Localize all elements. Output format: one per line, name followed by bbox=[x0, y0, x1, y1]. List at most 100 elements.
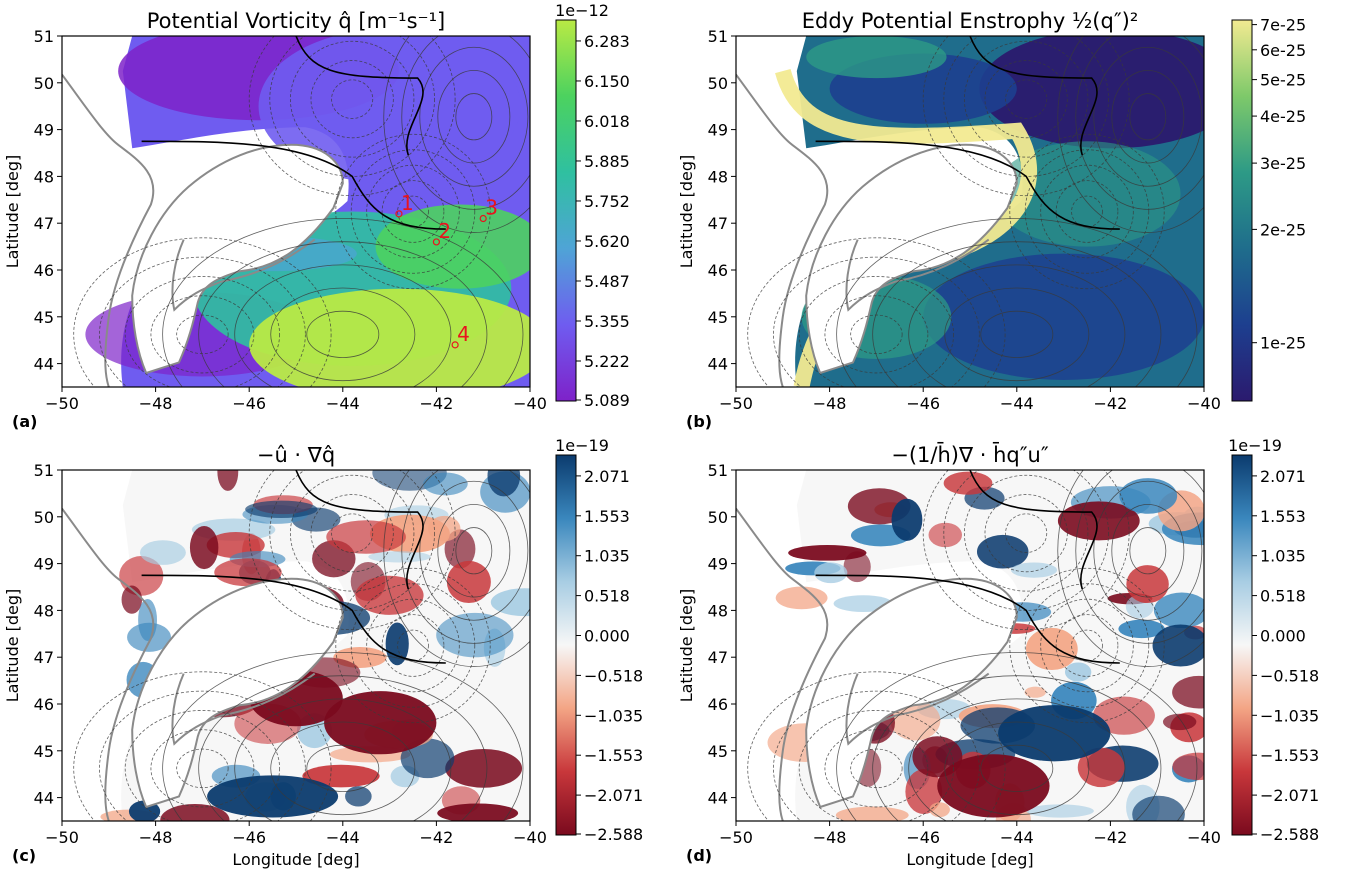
y-tick-label: 44 bbox=[708, 789, 728, 808]
contour-line bbox=[350, 149, 476, 274]
field-blob bbox=[217, 470, 239, 491]
contour-line bbox=[824, 729, 929, 808]
contour-line bbox=[350, 583, 476, 708]
contour-line bbox=[1024, 149, 1150, 274]
colorbar-tick-label: 4e-25 bbox=[1260, 107, 1306, 126]
contour-line bbox=[248, 36, 456, 197]
field-blob bbox=[368, 551, 431, 563]
axes-frame bbox=[61, 469, 531, 822]
station-label: 2 bbox=[438, 219, 451, 243]
contour-line bbox=[150, 295, 255, 374]
coastline bbox=[845, 238, 990, 312]
contour-line bbox=[747, 237, 1006, 387]
colorbar-exponent: 1e−19 bbox=[555, 436, 609, 455]
field-blob bbox=[1024, 686, 1046, 698]
contour-line bbox=[1075, 470, 1204, 644]
x-tick-label: −50 bbox=[719, 828, 753, 847]
contour-line bbox=[980, 744, 1054, 792]
colorbar-tick-label: −2.588 bbox=[1260, 825, 1319, 844]
field-blob bbox=[1162, 713, 1197, 731]
y-tick-label: 49 bbox=[708, 555, 728, 574]
colorbar-tick-label: 2.071 bbox=[584, 467, 630, 486]
colorbar-tick-label: −1.553 bbox=[1260, 746, 1319, 765]
contour-line bbox=[1093, 480, 1203, 621]
y-tick-label: 46 bbox=[34, 261, 54, 280]
y-axis-label: Latitude [deg] bbox=[3, 589, 22, 703]
field-blob bbox=[189, 525, 219, 570]
x-tick-label: −50 bbox=[45, 394, 79, 413]
field-blob bbox=[788, 545, 867, 561]
x-tick-label: −48 bbox=[139, 828, 173, 847]
contour-line bbox=[984, 60, 1068, 139]
colorbar-tick-label: 2.071 bbox=[1260, 467, 1306, 486]
contour-line bbox=[437, 503, 511, 598]
field-blob bbox=[1092, 696, 1155, 735]
contour-line bbox=[1009, 567, 1165, 724]
map-area: 12 3 4 bbox=[62, 36, 530, 387]
field-blob bbox=[245, 500, 318, 518]
field-blob bbox=[979, 36, 1204, 149]
y-tick-label: 51 bbox=[34, 27, 54, 46]
contour-line bbox=[1055, 180, 1119, 243]
contour-line bbox=[310, 494, 394, 573]
colorbar-exponent: 1e−12 bbox=[555, 1, 609, 20]
panel-1: 12 3 4 −50 −48 −46 −44 −42 −40 44 45 46 47 48 49 50 51 Po… bbox=[3, 1, 630, 431]
y-tick-label: 51 bbox=[708, 27, 728, 46]
y-tick-label: 49 bbox=[708, 121, 728, 140]
contour-line bbox=[1055, 614, 1119, 677]
contour-line bbox=[234, 698, 452, 821]
contour-line bbox=[850, 748, 903, 789]
y-tick-label: 47 bbox=[34, 648, 54, 667]
contour-line bbox=[270, 287, 416, 382]
x-tick-label: −40 bbox=[513, 394, 547, 413]
colorbar-tick-label: −1.553 bbox=[584, 746, 643, 765]
contour-line bbox=[73, 237, 332, 387]
colorbar-tick-label: 5.089 bbox=[584, 391, 630, 410]
contour-line bbox=[335, 133, 491, 290]
land-mass bbox=[131, 143, 344, 375]
field-blob bbox=[943, 471, 993, 495]
field-blob bbox=[928, 522, 963, 548]
colorbar-tick-label: 0.518 bbox=[1260, 587, 1306, 606]
x-tick-label: −42 bbox=[1094, 828, 1128, 847]
colorbar-tick-label: 1.035 bbox=[1260, 547, 1306, 566]
contour-line-bold bbox=[815, 574, 1120, 664]
y-tick-label: 47 bbox=[708, 648, 728, 667]
x-tick-label: −44 bbox=[326, 394, 360, 413]
land-mass bbox=[805, 143, 1018, 375]
contour-line bbox=[944, 721, 1090, 816]
x-tick-label: −46 bbox=[232, 828, 266, 847]
x-tick-label: −40 bbox=[1187, 828, 1221, 847]
y-tick-label: 51 bbox=[34, 461, 54, 480]
field-blob bbox=[436, 612, 514, 658]
field-2 bbox=[775, 36, 1204, 387]
field-blob bbox=[1118, 619, 1165, 639]
field-blob bbox=[121, 585, 143, 614]
y-tick-label: 50 bbox=[708, 508, 728, 527]
colorbar-tick-label: 6.150 bbox=[584, 72, 630, 91]
contour-line bbox=[124, 276, 280, 387]
contour-line bbox=[366, 164, 460, 259]
contour-line bbox=[922, 470, 1130, 631]
y-tick-label: 46 bbox=[34, 695, 54, 714]
colorbar-tick-label: 5.620 bbox=[584, 232, 630, 251]
contour-line bbox=[1009, 133, 1165, 290]
contour-line bbox=[908, 264, 1126, 387]
land-mass bbox=[131, 577, 344, 809]
contour-line-bold bbox=[969, 470, 1098, 590]
colorbar bbox=[555, 454, 577, 836]
field-blob bbox=[214, 558, 282, 587]
contour-line bbox=[1111, 503, 1185, 598]
x-tick-label: −40 bbox=[1187, 394, 1221, 413]
contour-line bbox=[150, 729, 255, 808]
colorbar-tick-label: −0.518 bbox=[584, 666, 643, 685]
colorbar-tick-label: 1.553 bbox=[584, 507, 630, 526]
x-tick-label: −46 bbox=[906, 828, 940, 847]
colorbar-tick-label: −2.071 bbox=[1260, 786, 1319, 805]
y-axis-label: Latitude [deg] bbox=[677, 155, 696, 269]
colorbar-tick-label: −1.035 bbox=[584, 706, 643, 725]
field-blob bbox=[1025, 627, 1078, 671]
coastline bbox=[736, 74, 829, 387]
contour-line bbox=[1040, 164, 1134, 259]
contour-line bbox=[922, 36, 1130, 197]
